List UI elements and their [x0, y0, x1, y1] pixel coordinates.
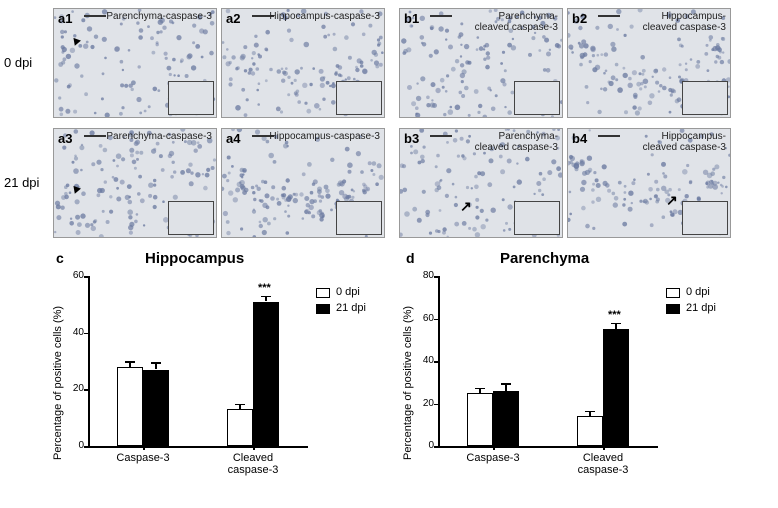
panel-b1: b1 Parenchyma- cleaved caspase-3 [399, 8, 563, 118]
inset-b4 [682, 201, 728, 235]
panel-a3: a3 Parenchyma-caspase-3 [53, 128, 217, 238]
panel-b3: b3 Parenchyma- cleaved caspase-3 ↗ [399, 128, 563, 238]
panel-a1: a1 Parenchyma-caspase-3 [53, 8, 217, 118]
scalebar-a1 [84, 15, 106, 17]
inset-b3 [514, 201, 560, 235]
label-b2: b2 [572, 11, 587, 26]
bar [493, 391, 519, 446]
title-b1: Parenchyma- cleaved caspase-3 [475, 11, 558, 33]
inset-b1 [514, 81, 560, 115]
panel-b4: b4 Hippocampus- cleaved caspase-3 ↗ [567, 128, 731, 238]
label-a1: a1 [58, 11, 72, 26]
title-a2: Hippocampus-caspase-3 [269, 11, 380, 22]
chart-d: d Parenchyma Percentage of positive cell… [400, 250, 740, 505]
row-label-21dpi: 21 dpi [4, 175, 39, 190]
label-b3: b3 [404, 131, 419, 146]
chart-d-plot: 020406080Caspase-3***Cleaved caspase-3 [438, 276, 658, 466]
scalebar-b4 [598, 135, 620, 137]
chart-d-ylabel: Percentage of positive cells (%) [402, 306, 414, 460]
label-b1: b1 [404, 11, 419, 26]
bar [467, 393, 493, 446]
chart-c: c Hippocampus Percentage of positive cel… [50, 250, 390, 505]
legend-d-0dpi: 0 dpi [686, 286, 710, 298]
legend-c-0dpi-box [316, 288, 330, 298]
title-b2: Hippocampus- cleaved caspase-3 [643, 11, 726, 33]
title-a4: Hippocampus-caspase-3 [269, 131, 380, 142]
chart-c-plot: 0204060Caspase-3***Cleaved caspase-3 [88, 276, 308, 466]
title-b4: Hippocampus- cleaved caspase-3 [643, 131, 726, 153]
bar [577, 416, 603, 446]
panel-a2: a2 Hippocampus-caspase-3 [221, 8, 385, 118]
legend-c-0dpi: 0 dpi [336, 286, 360, 298]
title-a1: Parenchyma-caspase-3 [106, 11, 212, 22]
scalebar-a3 [84, 135, 106, 137]
inset-b2 [682, 81, 728, 115]
bar [253, 302, 279, 447]
panel-b2: b2 Hippocampus- cleaved caspase-3 [567, 8, 731, 118]
inset-a2 [336, 81, 382, 115]
legend-d-21dpi: 21 dpi [686, 302, 716, 314]
title-a3: Parenchyma-caspase-3 [106, 131, 212, 142]
bar [143, 370, 169, 447]
scalebar-b2 [598, 15, 620, 17]
legend-c-21dpi-box [316, 304, 330, 314]
title-b3: Parenchyma- cleaved caspase-3 [475, 131, 558, 153]
panel-a4: a4 Hippocampus-caspase-3 [221, 128, 385, 238]
legend-c-21dpi: 21 dpi [336, 302, 366, 314]
bar [117, 367, 143, 446]
label-a2: a2 [226, 11, 240, 26]
bar [227, 409, 253, 446]
arrow-b3: ↗ [460, 198, 472, 215]
inset-a3 [168, 201, 214, 235]
row-label-0dpi: 0 dpi [4, 55, 32, 70]
legend-d-21dpi-box [666, 304, 680, 314]
chart-d-title: Parenchyma [500, 250, 589, 267]
scalebar-b1 [430, 15, 452, 17]
inset-a4 [336, 201, 382, 235]
arrow-b4: ↗ [666, 192, 678, 209]
bar [603, 329, 629, 446]
scalebar-b3 [430, 135, 452, 137]
label-b4: b4 [572, 131, 587, 146]
inset-a1 [168, 81, 214, 115]
chart-c-title: Hippocampus [145, 250, 244, 267]
chart-c-label: c [56, 250, 64, 266]
chart-d-label: d [406, 250, 415, 266]
label-a4: a4 [226, 131, 240, 146]
legend-d-0dpi-box [666, 288, 680, 298]
label-a3: a3 [58, 131, 72, 146]
